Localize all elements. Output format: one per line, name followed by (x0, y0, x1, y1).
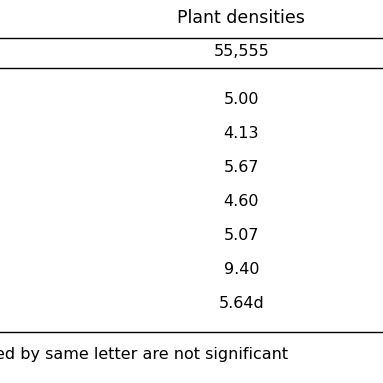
Text: 9.40: 9.40 (224, 262, 259, 278)
Text: 5.07: 5.07 (224, 229, 259, 244)
Text: 55,555: 55,555 (213, 44, 269, 59)
Text: 5.00: 5.00 (224, 93, 259, 108)
Text: ed by same letter are not significant: ed by same letter are not significant (0, 347, 288, 362)
Text: Plant densities: Plant densities (177, 9, 305, 27)
Text: 4.13: 4.13 (224, 126, 259, 141)
Text: 4.60: 4.60 (224, 195, 259, 210)
Text: 5.64d: 5.64d (218, 296, 264, 311)
Text: 5.67: 5.67 (224, 160, 259, 175)
